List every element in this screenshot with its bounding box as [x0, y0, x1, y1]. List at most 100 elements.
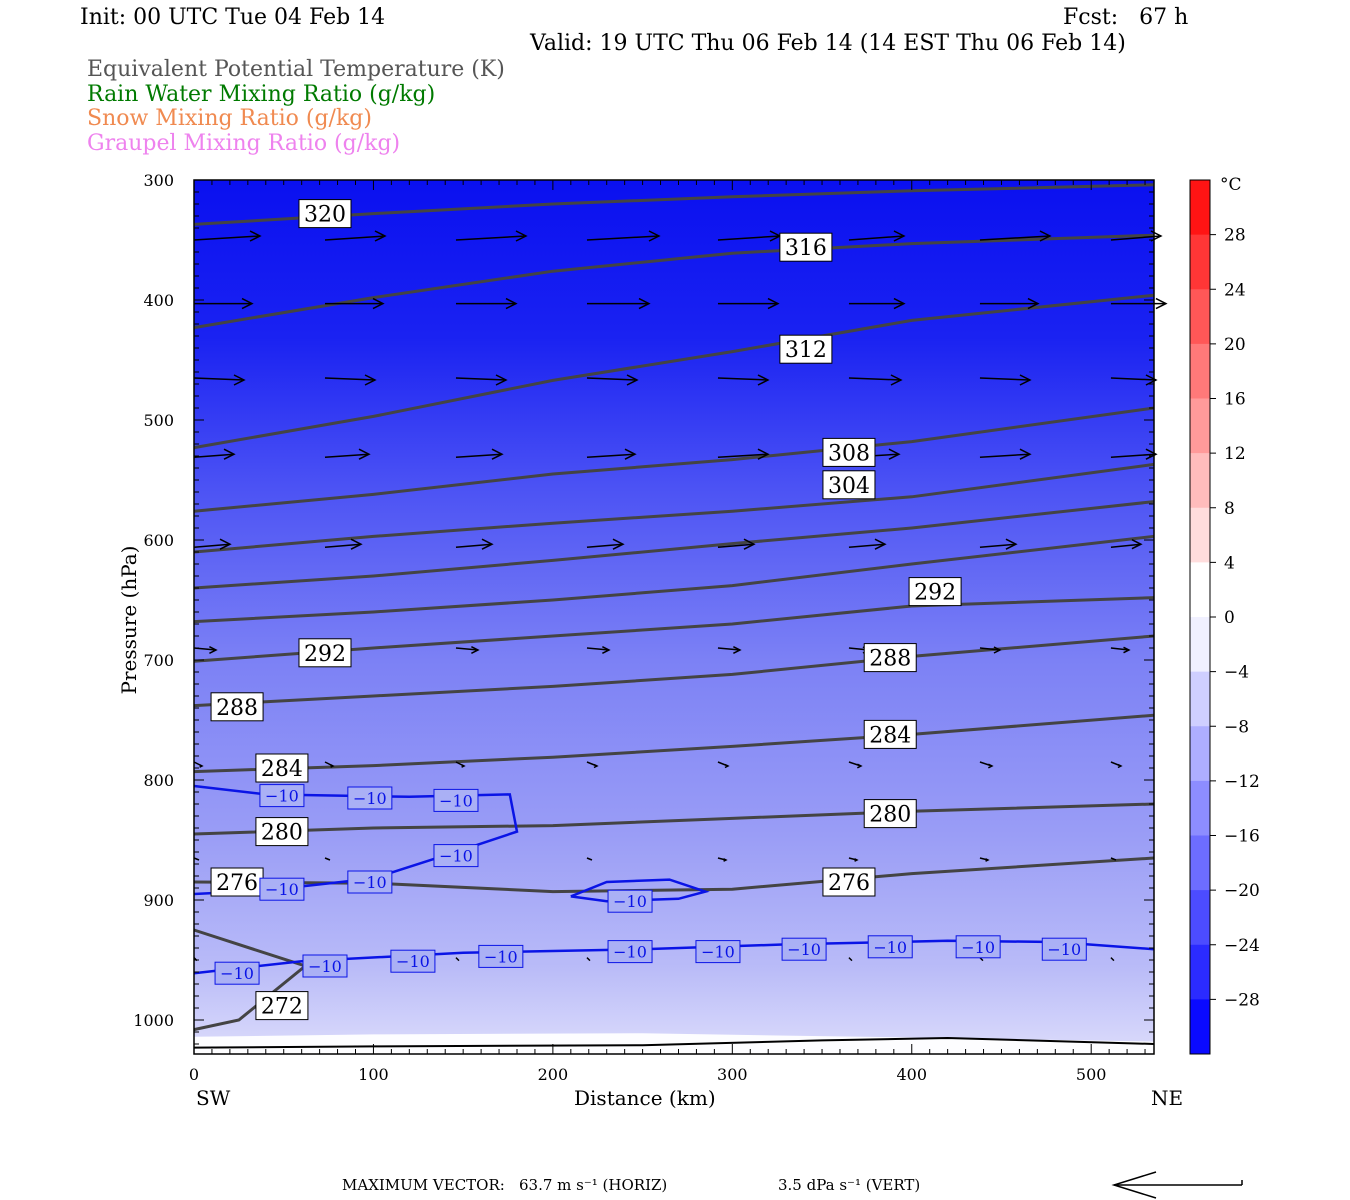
temperature-label: −10: [347, 870, 393, 894]
theta-e-label-text: 308: [828, 441, 870, 466]
wind-vector: [1110, 646, 1131, 654]
colorbar-bin: [1190, 671, 1210, 727]
colorbar-label: 24: [1224, 280, 1246, 300]
temperature-label-box: [433, 844, 479, 868]
theta-e-label-box: [863, 643, 917, 673]
wind-vector-head: [233, 374, 246, 386]
temperature-label-text: −10: [1047, 940, 1081, 959]
wind-vector-shaft: [979, 647, 1001, 651]
wind-vector: [455, 374, 508, 386]
wind-vector: [455, 230, 528, 242]
wind-vector: [848, 230, 906, 242]
colorbar-label: 8: [1224, 499, 1235, 519]
theta-e-label-box: [863, 719, 917, 749]
theta-e-label-text: 284: [869, 723, 911, 748]
temperature-label: −10: [390, 949, 436, 973]
wind-vector-shaft: [848, 235, 905, 241]
temperature-label-box: [607, 940, 653, 964]
temperature-label: −10: [867, 935, 913, 959]
ne-label: NE: [1151, 1086, 1183, 1110]
x-axis-title: Distance (km): [574, 1086, 716, 1110]
forecast-hour: Fcst: 67 h: [1063, 5, 1189, 30]
wind-vector-head: [1145, 448, 1158, 460]
theta-e-label-text: 312: [785, 338, 827, 363]
legend-rain: Rain Water Mixing Ratio (g/kg): [87, 82, 436, 107]
wind-vector-shaft: [193, 857, 200, 861]
wind-vector: [1110, 857, 1117, 861]
temperature-label-box: [259, 784, 305, 808]
wind-vector: [586, 857, 593, 861]
theta-e-label-text: 292: [304, 642, 346, 667]
temperature-label-box: [214, 961, 260, 985]
colorbar-bin: [1190, 180, 1210, 236]
wind-vector-shaft: [586, 377, 638, 381]
wind-vector-shaft: [324, 235, 386, 241]
temperature-label-box: [478, 944, 524, 968]
max-vector-label: MAXIMUM VECTOR:: [342, 1176, 505, 1194]
x-tick-label: 400: [896, 1065, 927, 1084]
temperature-label-text: −10: [265, 787, 299, 806]
wind-vector-head: [495, 374, 508, 386]
temperature-label-box: [347, 786, 393, 810]
wind-vector-shaft: [586, 453, 636, 458]
theta-e-label-box: [779, 232, 833, 262]
colorbar-label: 16: [1224, 390, 1246, 410]
wind-vector-shaft: [324, 377, 376, 381]
temperature-label-box: [695, 940, 741, 964]
theta-e-label-box: [822, 867, 876, 897]
wind-vector-head: [624, 448, 637, 460]
wind-vector-head: [854, 858, 859, 862]
wind-vector: [455, 646, 480, 654]
wind-vector-head: [612, 538, 625, 550]
wind-vector-shaft: [193, 377, 245, 381]
wind-vector-shaft: [717, 235, 781, 241]
theta-e-contour: [193, 713, 1155, 774]
temperature-label-box: [955, 935, 1001, 959]
temperature-label-text: −10: [265, 880, 299, 899]
wind-vector-shaft: [1110, 543, 1142, 548]
wind-vector-head: [364, 374, 377, 386]
wind-vector-head: [209, 646, 218, 654]
wind-vector: [848, 957, 853, 962]
theta-e-label-text: 280: [261, 821, 303, 846]
temperature-label-text: −10: [308, 957, 342, 976]
theta-e-contour: [193, 534, 1155, 624]
temperature-label-box: [302, 954, 348, 978]
wind-vector: [586, 957, 591, 962]
x-tick-label: 300: [717, 1065, 748, 1084]
theta-e-label: 288: [863, 643, 917, 673]
wind-vector-shaft: [717, 453, 769, 458]
colorbar-label: 12: [1224, 444, 1246, 464]
wind-vector: [193, 374, 246, 386]
theta-e-contour: [193, 634, 1155, 708]
wind-vector-head: [888, 448, 901, 460]
wind-vector-head: [723, 858, 728, 862]
wind-vector: [586, 374, 639, 386]
y-tick-label: 400: [143, 291, 174, 310]
x-tick-label: 500: [1076, 1065, 1107, 1084]
temperature-label: −10: [955, 935, 1001, 959]
theta-e-label-text: 280: [869, 803, 911, 828]
colorbar-bin: [1190, 453, 1210, 509]
wind-vector-shaft: [193, 235, 261, 241]
wind-vector-head: [1019, 448, 1032, 460]
wind-vector: [193, 761, 204, 768]
theta-e-label-text: 304: [828, 474, 870, 499]
temperature-label-text: −10: [787, 940, 821, 959]
wind-vector: [455, 761, 466, 768]
temperature-label: −10: [478, 944, 524, 968]
wind-vector-shaft: [979, 453, 1030, 458]
wind-vector-shaft: [1110, 453, 1156, 458]
temperature-label-text: −10: [396, 952, 430, 971]
wind-vector: [717, 857, 728, 862]
wind-vector-head: [199, 764, 204, 768]
colorbar-bin: [1190, 726, 1210, 782]
wind-vector-shaft: [717, 377, 768, 381]
wind-vector: [1110, 297, 1168, 310]
theta-e-label-text: 284: [261, 757, 303, 782]
temperature-label-text: −10: [701, 943, 735, 962]
colorbar-label: 0: [1224, 608, 1235, 628]
wind-vector-head: [1155, 297, 1168, 310]
wind-vector: [194, 297, 254, 310]
